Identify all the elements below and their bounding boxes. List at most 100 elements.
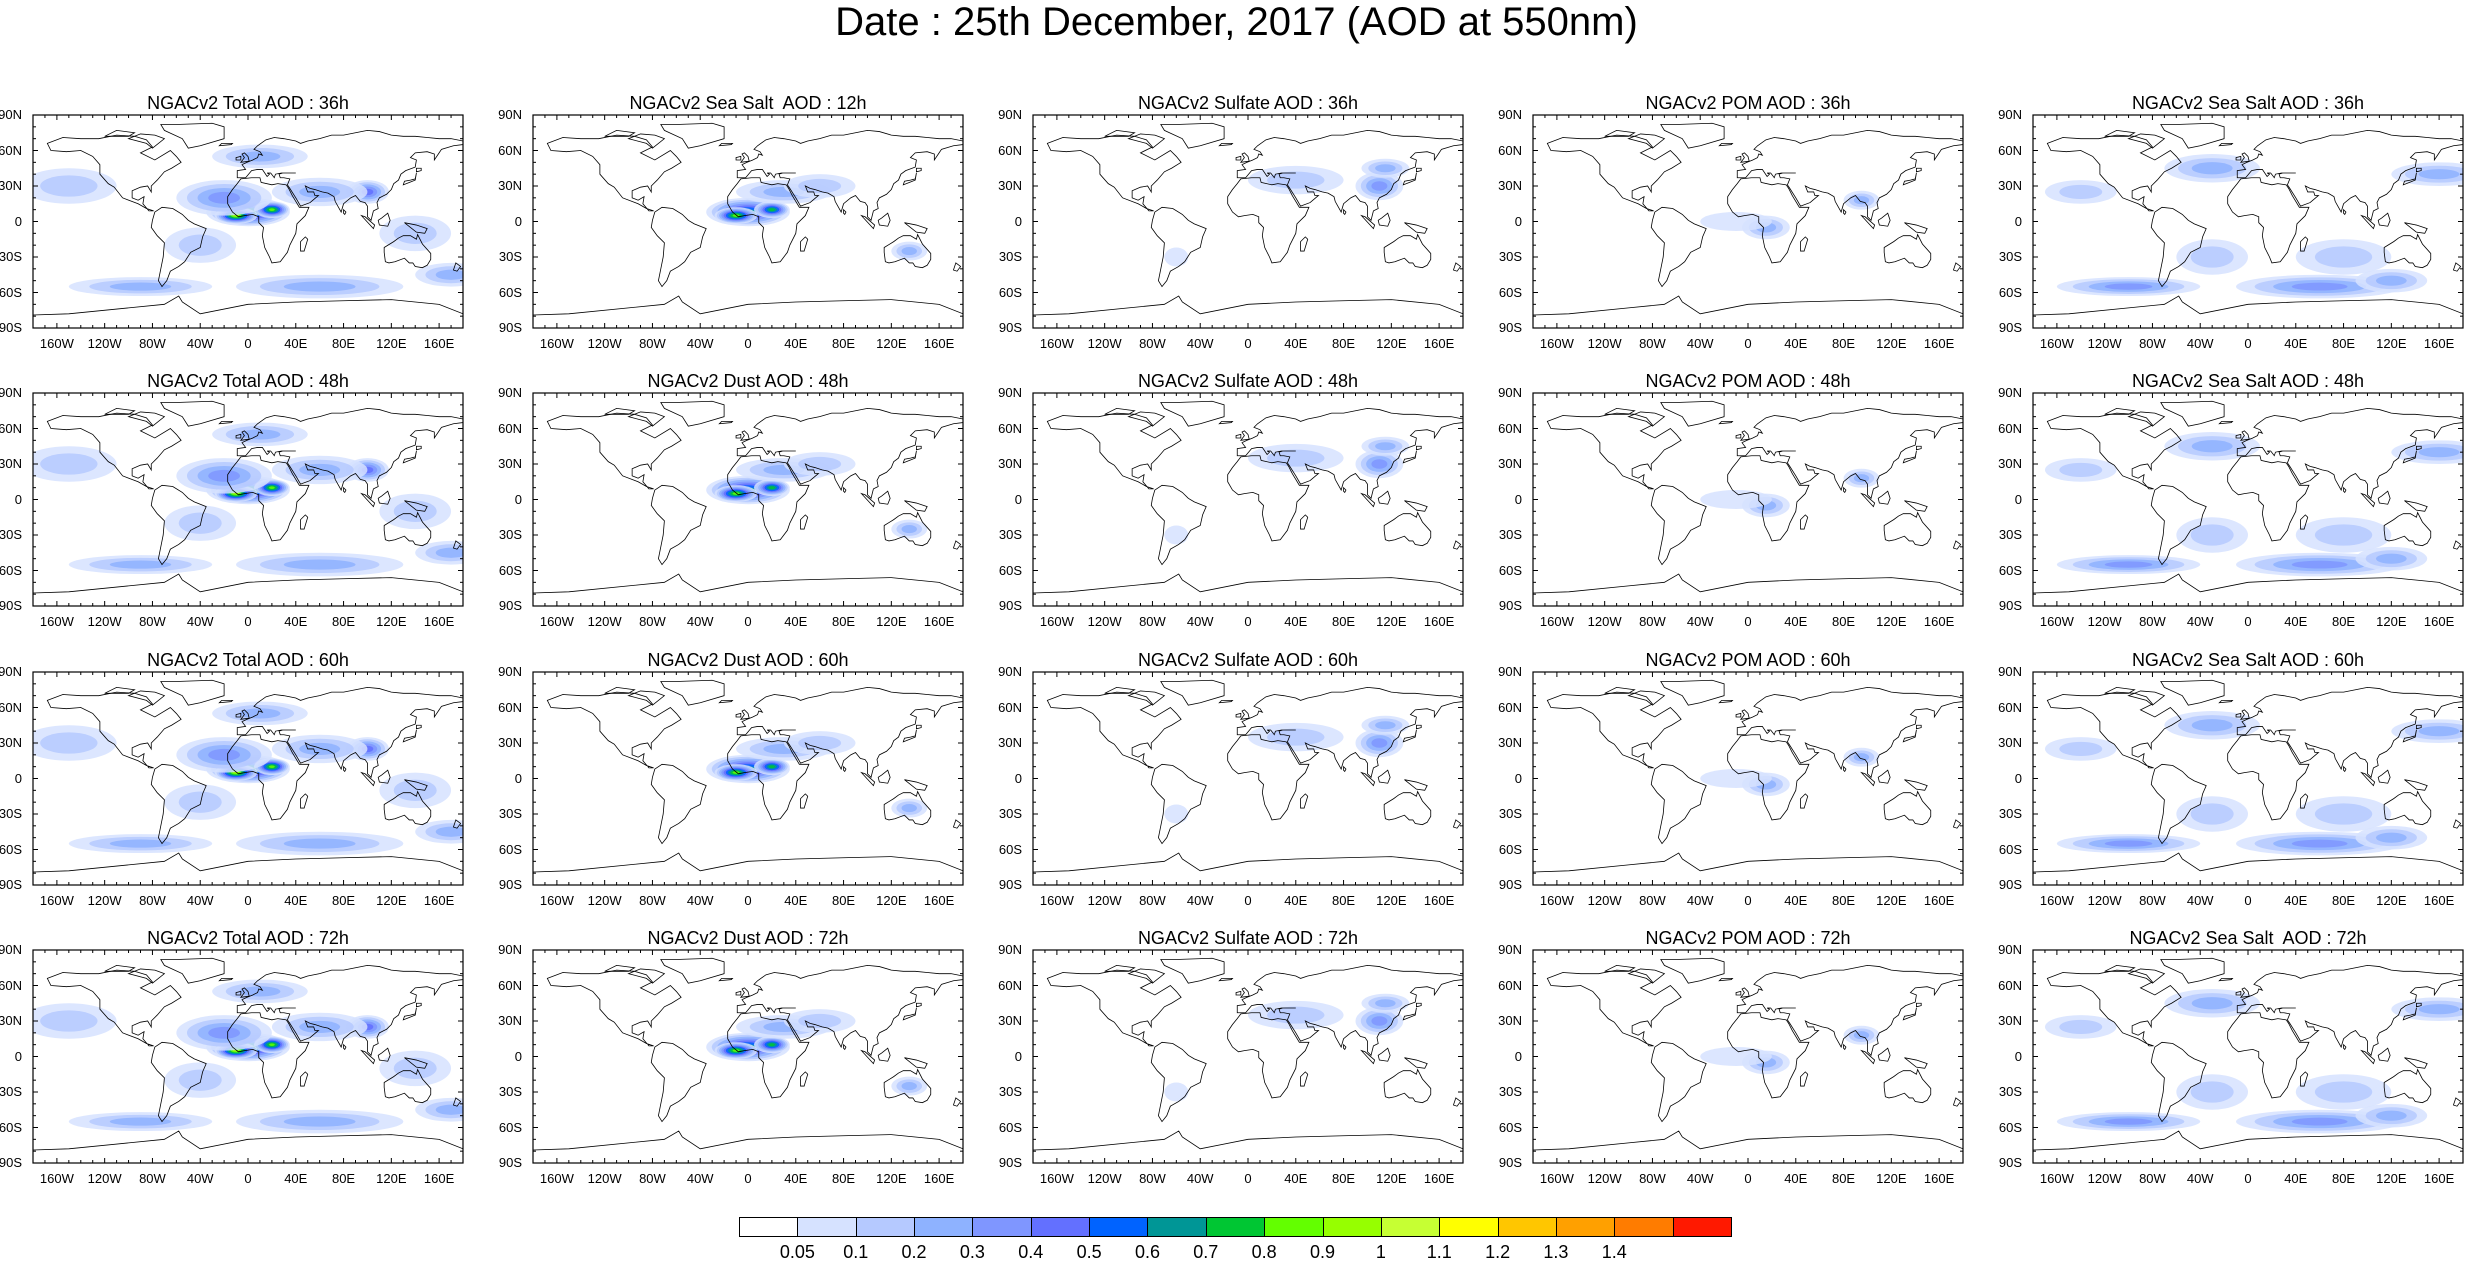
colorbar-label: 1.2 bbox=[1485, 1242, 1511, 1262]
lat-label: 90S bbox=[1998, 877, 2022, 892]
colorbar-box bbox=[972, 1217, 1032, 1237]
coastline bbox=[735, 433, 742, 439]
lat-label: 90N bbox=[998, 664, 1022, 679]
coastline bbox=[360, 214, 376, 230]
coastline bbox=[2452, 1097, 2462, 1107]
coastline bbox=[1904, 222, 1928, 234]
lon-label: 160W bbox=[539, 1171, 574, 1186]
coastline bbox=[360, 771, 376, 787]
aod-contour bbox=[40, 1010, 98, 1032]
lon-label: 80W bbox=[139, 336, 166, 351]
colorbar-box bbox=[855, 1217, 916, 1237]
coastline bbox=[1033, 295, 1463, 328]
coastline bbox=[1650, 763, 1707, 845]
coastline bbox=[2227, 455, 2310, 542]
colorbar-label: 0.6 bbox=[1134, 1242, 1160, 1262]
aod-contour bbox=[798, 735, 842, 751]
lat-label: 30N bbox=[498, 735, 522, 750]
coastline bbox=[416, 445, 422, 451]
lon-label: 160E bbox=[923, 1171, 955, 1186]
coastline bbox=[1916, 1002, 1922, 1008]
lon-label: 120W bbox=[1087, 614, 1122, 629]
coastline bbox=[2416, 445, 2422, 451]
coastline bbox=[160, 679, 225, 706]
map-panel: NGACv2 Dust AOD : 60h 90N 60N 30N 0 30S 60S 90S… bbox=[498, 650, 980, 912]
coastline bbox=[1127, 968, 1166, 984]
coastline bbox=[1150, 484, 1207, 566]
coastline bbox=[127, 411, 166, 427]
lat-label: 0 bbox=[2014, 1048, 2022, 1064]
coastline bbox=[546, 134, 682, 212]
coastline bbox=[1546, 412, 1682, 490]
lat-label: 90N bbox=[1498, 385, 1522, 400]
lon-label: 120W bbox=[1087, 893, 1122, 908]
coastline bbox=[1239, 430, 1250, 441]
coastline bbox=[1160, 957, 1225, 984]
lon-label: 160E bbox=[2423, 1171, 2455, 1186]
colorbar-box bbox=[1555, 1217, 1616, 1237]
aod-contour bbox=[2375, 275, 2407, 286]
coastline bbox=[1377, 490, 1391, 505]
lon-label: 160E bbox=[1923, 336, 1955, 351]
coastline bbox=[1660, 122, 1725, 149]
lon-label: 80W bbox=[1639, 614, 1666, 629]
lat-label: 30N bbox=[0, 178, 22, 193]
lon-label: 160E bbox=[1423, 1171, 1455, 1186]
coastline bbox=[235, 433, 242, 439]
lat-label: 30N bbox=[1498, 178, 1522, 193]
lon-label: 0 bbox=[1244, 336, 1252, 351]
lat-label: 0 bbox=[1014, 213, 1022, 229]
lat-label: 60N bbox=[998, 420, 1022, 436]
aod-contour bbox=[768, 1043, 776, 1047]
lat-label: 90S bbox=[998, 320, 1022, 335]
lon-label: 0 bbox=[244, 614, 252, 629]
coastline bbox=[2160, 400, 2225, 427]
coastline bbox=[2343, 208, 2347, 216]
lat-label: 0 bbox=[2014, 770, 2022, 786]
coastline bbox=[904, 222, 928, 234]
aod-contour bbox=[798, 1013, 842, 1029]
lon-label: 80E bbox=[2331, 1171, 2356, 1186]
lon-label: 160W bbox=[2039, 614, 2074, 629]
coastline bbox=[1377, 1047, 1391, 1062]
coastline bbox=[952, 540, 962, 550]
coastline bbox=[877, 1047, 891, 1062]
map-panel: NGACv2 Total AOD : 72h 90N 60N 30N 0 30S 60S 90… bbox=[0, 928, 480, 1190]
coastline bbox=[533, 295, 963, 328]
coastline bbox=[1883, 790, 1932, 826]
coastline bbox=[239, 152, 250, 163]
lat-label: 60S bbox=[1998, 562, 2022, 578]
aod-contour bbox=[1371, 459, 1388, 469]
coastline bbox=[800, 1071, 809, 1087]
coastline bbox=[1883, 511, 1932, 547]
lat-label: 90S bbox=[0, 320, 22, 335]
coastline bbox=[2046, 969, 2182, 1047]
lat-label: 90S bbox=[998, 598, 1022, 613]
coastline bbox=[1660, 957, 1725, 984]
coastline bbox=[546, 969, 682, 1047]
aod-contour bbox=[768, 208, 776, 212]
coastline bbox=[650, 206, 707, 288]
lon-label: 80E bbox=[831, 1171, 856, 1186]
coastline bbox=[904, 779, 928, 791]
lat-label: 90N bbox=[1498, 664, 1522, 679]
lon-label: 80E bbox=[331, 1171, 356, 1186]
coastline bbox=[2383, 1068, 2432, 1104]
lat-label: 0 bbox=[14, 1048, 22, 1064]
lon-label: 120W bbox=[1587, 1171, 1622, 1186]
coastline bbox=[1300, 793, 1309, 809]
aod-contour bbox=[798, 456, 842, 472]
lon-label: 120E bbox=[376, 614, 407, 629]
coastline bbox=[1660, 400, 1725, 427]
coastline bbox=[2377, 1047, 2391, 1062]
aod-contour bbox=[178, 1069, 222, 1091]
lon-label: 40E bbox=[784, 614, 808, 629]
aod-contour bbox=[1375, 721, 1396, 730]
lat-label: 30N bbox=[1498, 735, 1522, 750]
coastline bbox=[2160, 679, 2225, 706]
coastline bbox=[877, 769, 891, 784]
coastline bbox=[404, 222, 428, 234]
world-map bbox=[532, 671, 964, 886]
coastline bbox=[1718, 142, 1734, 147]
coastline bbox=[1452, 1097, 1462, 1107]
